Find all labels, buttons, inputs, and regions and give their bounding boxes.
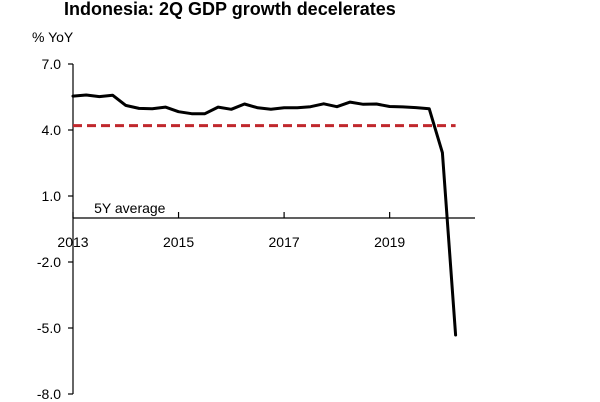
annotation-layer: 5Y average — [94, 200, 166, 216]
x-tick-label: 2017 — [269, 234, 300, 250]
series-layer — [71, 93, 458, 337]
axes: 7.0 4.0 1.0 -2.0 -5.0 -8.0 2013 2015 2017 2019 — [37, 56, 475, 402]
y-tick-label: 7.0 — [42, 56, 62, 72]
y-axis-label: % YoY — [32, 29, 74, 45]
y-tick-label: -5.0 — [37, 320, 61, 336]
y-tick-label: 4.0 — [42, 122, 62, 138]
gdp-growth-line — [71, 93, 458, 337]
x-tick-label: 2015 — [163, 234, 194, 250]
x-tick-label: 2019 — [374, 234, 405, 250]
y-tick-label: 1.0 — [42, 188, 62, 204]
y-tick-label: -2.0 — [37, 254, 61, 270]
annotation-label: 5Y average — [94, 200, 166, 216]
chart-title: Indonesia: 2Q GDP growth decelerates — [64, 0, 396, 19]
x-tick-label: 2013 — [57, 234, 88, 250]
y-tick-label: -8.0 — [37, 386, 61, 402]
